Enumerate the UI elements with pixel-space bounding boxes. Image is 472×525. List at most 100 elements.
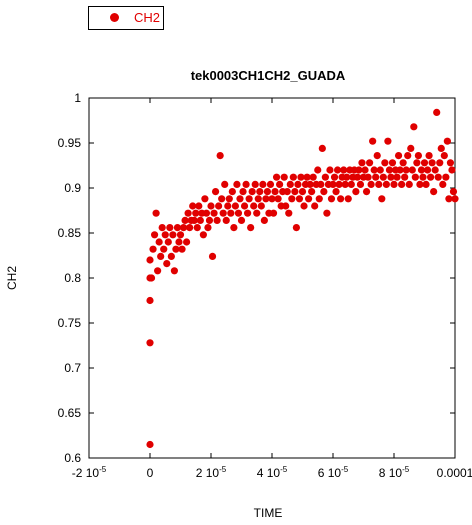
data-point: [268, 195, 276, 203]
data-point: [254, 195, 262, 203]
data-point: [445, 195, 453, 203]
data-point: [260, 216, 268, 224]
data-point: [224, 202, 232, 210]
legend-label-ch2: CH2: [134, 10, 161, 25]
data-point: [199, 231, 207, 239]
data-point: [285, 209, 293, 217]
data-point: [210, 209, 218, 217]
data-point: [157, 252, 165, 260]
data-point: [288, 195, 296, 203]
data-point: [158, 224, 166, 232]
data-point: [378, 195, 386, 203]
data-point: [259, 180, 267, 188]
data-point: [385, 166, 394, 174]
data-point: [208, 252, 217, 260]
data-point: [404, 152, 412, 160]
x-tick-label: 0.0001: [437, 466, 472, 480]
data-point: [376, 166, 384, 174]
data-point: [332, 188, 340, 196]
data-point: [361, 166, 369, 174]
data-point: [146, 339, 154, 347]
data-point: [251, 180, 259, 188]
data-points: [146, 108, 459, 449]
data-point: [276, 180, 284, 188]
data-point: [436, 159, 444, 167]
data-point: [202, 209, 211, 217]
data-point: [443, 137, 451, 145]
data-point: [237, 216, 246, 224]
data-point: [178, 245, 186, 253]
data-point: [297, 173, 305, 181]
data-point: [314, 166, 322, 174]
y-tick-label: 0.7: [64, 361, 81, 375]
data-point: [364, 173, 372, 181]
data-point: [379, 173, 387, 181]
data-point: [231, 202, 239, 210]
data-point: [280, 173, 288, 181]
data-point: [207, 202, 215, 210]
data-point: [356, 180, 365, 188]
data-point: [195, 202, 203, 210]
data-point: [428, 159, 436, 167]
data-point: [189, 202, 197, 210]
x-tick-label: 2 10-5: [196, 465, 227, 480]
data-point: [335, 180, 343, 188]
data-point: [317, 180, 325, 188]
data-point: [239, 188, 247, 196]
data-point: [205, 216, 214, 224]
data-point: [431, 166, 439, 174]
data-point: [236, 195, 244, 203]
data-point: [326, 166, 334, 174]
data-point: [227, 209, 235, 217]
data-point: [163, 260, 171, 268]
data-point: [399, 159, 407, 167]
data-point: [283, 188, 291, 196]
data-point: [175, 238, 183, 246]
data-point: [167, 252, 175, 260]
data-point: [423, 166, 432, 174]
data-point: [274, 195, 282, 203]
data-point: [186, 224, 194, 232]
data-point: [413, 159, 421, 167]
data-point: [289, 173, 297, 181]
data-point: [179, 224, 188, 232]
data-point: [320, 188, 328, 196]
chart-legend: CH2: [88, 6, 164, 30]
x-tick-label: 6 10-5: [318, 465, 349, 480]
data-point: [372, 173, 380, 181]
data-point: [192, 209, 200, 217]
data-point: [150, 231, 159, 239]
data-point: [414, 152, 422, 160]
data-point: [355, 166, 363, 174]
data-point: [411, 173, 419, 181]
data-point: [269, 209, 278, 217]
data-point: [228, 188, 236, 196]
data-point: [305, 195, 313, 203]
axis-ticks: 0.6 0.65 0.7 0.75 0.8 0.85 0.9 0.95 1 -2 10-5 0 2 1…: [58, 91, 472, 480]
data-point: [315, 195, 323, 203]
data-point: [298, 188, 307, 196]
data-point: [311, 202, 319, 210]
data-point: [362, 188, 371, 196]
data-point: [282, 202, 290, 210]
y-tick-label: 0.85: [58, 226, 82, 240]
data-point: [271, 188, 279, 196]
data-point: [149, 245, 157, 253]
data-point: [448, 166, 456, 174]
data-point: [323, 209, 331, 217]
plot-frame: [88, 97, 456, 459]
data-point: [417, 166, 426, 174]
data-point: [253, 209, 261, 217]
y-tick-label: 0.95: [58, 136, 82, 150]
data-point: [343, 173, 351, 181]
data-point: [308, 188, 316, 196]
data-point: [201, 195, 209, 203]
data-point: [340, 166, 348, 174]
data-point: [398, 180, 406, 188]
x-axis-label: TIME: [254, 506, 283, 520]
x-tick-label: 8 10-5: [379, 465, 410, 480]
data-point: [190, 216, 198, 224]
y-tick-label: 0.75: [58, 316, 82, 330]
data-point: [256, 188, 264, 196]
data-point: [327, 195, 336, 203]
